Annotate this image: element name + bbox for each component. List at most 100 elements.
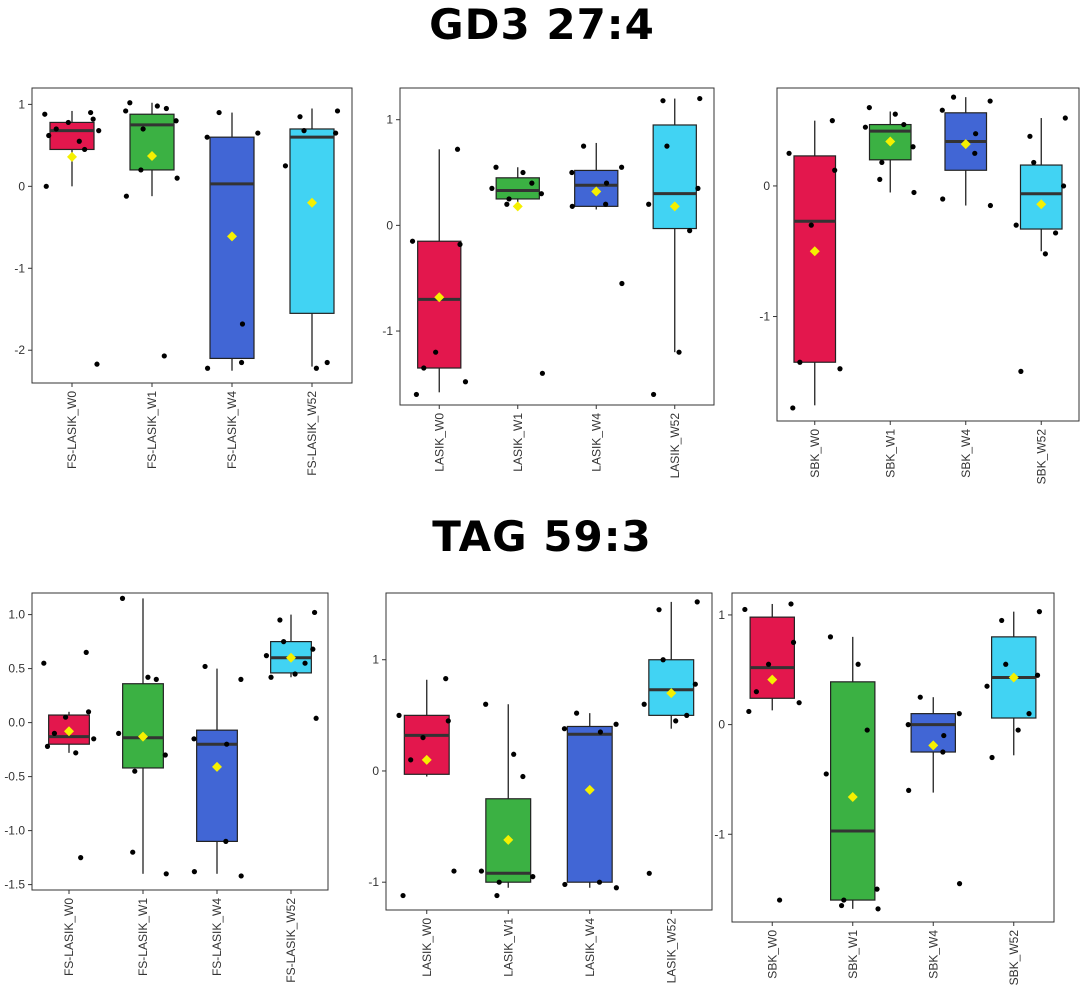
data-point: [409, 238, 416, 244]
data-point: [989, 754, 995, 761]
data-point: [687, 228, 693, 234]
y-tick-label: 1: [718, 608, 725, 622]
data-point: [788, 601, 794, 607]
boxplot-tag-fs-lasik: 1.0 0.5 0.0 -0.5 -1.0 -1.5 FS-LASIK_W0 FS-LASIK…: [4, 592, 329, 983]
data-point: [445, 718, 451, 724]
data-point: [1036, 609, 1043, 615]
x-tick-label: FS-LASIK_W4: [225, 391, 239, 469]
data-point: [1042, 251, 1048, 257]
data-point: [866, 104, 872, 111]
data-point: [462, 379, 469, 385]
mean-marker: [885, 136, 896, 147]
data-point: [808, 222, 814, 228]
data-point: [65, 119, 71, 126]
data-point: [302, 660, 308, 666]
x-tick-label: SBK_W0: [765, 930, 779, 979]
data-point: [999, 617, 1005, 624]
y-tick-label: -1: [14, 261, 25, 275]
box-fs-lasik_w0: [42, 109, 102, 367]
x-tick-label: FS-LASIK_W1: [145, 391, 159, 469]
mean-marker: [1036, 199, 1047, 210]
data-point: [494, 892, 500, 899]
data-point: [400, 892, 406, 899]
box-iqr: [289, 128, 335, 314]
boxplot-gd3-sbk: 0 -1 SBK_W0 SBK_W1 SBK_W4 SBK_W52: [759, 87, 1080, 484]
data-point: [656, 607, 662, 613]
data-point: [478, 868, 485, 874]
y-tick-label: 0: [372, 764, 379, 778]
data-point: [956, 711, 962, 717]
data-point: [539, 370, 546, 376]
box-fs-lasik_w0: [41, 649, 97, 861]
data-point: [46, 132, 52, 139]
mean-marker: [286, 652, 296, 663]
data-point: [597, 729, 604, 735]
data-point: [313, 365, 319, 371]
data-point: [697, 95, 703, 102]
data-point: [116, 730, 122, 736]
data-point: [901, 121, 907, 128]
data-point: [1013, 222, 1019, 228]
box-lasik_w4: [569, 142, 625, 287]
data-point: [941, 732, 947, 739]
data-point: [119, 595, 126, 601]
data-point: [664, 143, 670, 149]
x-tick-label: LASIK_W1: [511, 413, 525, 472]
data-point: [596, 879, 603, 885]
x-tick-label: FS-LASIK_W0: [62, 898, 76, 976]
data-point: [451, 868, 457, 874]
x-tick-label: FS-LASIK_W52: [284, 898, 298, 983]
section-title-gd3: GD3 27:4: [429, 0, 655, 49]
mean-marker: [64, 726, 74, 737]
mean-marker: [847, 791, 858, 802]
data-point: [911, 189, 917, 196]
data-point: [520, 773, 526, 780]
data-point: [569, 203, 575, 209]
mean-marker: [67, 151, 77, 162]
data-point: [694, 599, 700, 605]
data-point: [987, 98, 993, 104]
data-point: [695, 185, 701, 191]
data-point: [51, 730, 58, 736]
mean-marker: [212, 761, 222, 772]
x-tick-label: LASIK_W0: [420, 918, 434, 977]
data-point: [223, 838, 229, 844]
x-tick-label: SBK_W1: [883, 429, 897, 478]
y-tick-label: -1.0: [4, 824, 25, 838]
data-point: [506, 196, 512, 202]
data-point: [53, 126, 59, 132]
data-point: [1060, 183, 1067, 189]
data-point: [613, 721, 619, 727]
data-point: [88, 109, 94, 116]
data-point: [263, 653, 270, 659]
x-tick-label: LASIK_W4: [583, 918, 597, 977]
data-point: [879, 159, 885, 166]
data-point: [573, 710, 580, 716]
mean-marker: [227, 231, 237, 242]
data-point: [790, 405, 796, 411]
box-fs-lasik_w4: [204, 109, 261, 371]
data-point: [301, 128, 307, 134]
box-sbk_w0: [786, 118, 843, 411]
data-point: [239, 321, 246, 327]
data-point: [202, 663, 208, 670]
data-point: [864, 727, 870, 733]
data-point: [892, 111, 898, 117]
data-point: [420, 734, 426, 741]
y-tick-label: 0: [18, 179, 25, 193]
data-point: [692, 681, 698, 687]
box-lasik_w0: [396, 676, 457, 899]
y-tick-label: 1: [18, 97, 25, 111]
data-point: [268, 674, 274, 680]
data-point: [1052, 230, 1059, 236]
boxplot-gd3-lasik: 1 0 -1 LASIK_W0 LASIK_W1 LASIK_W4 LASIK_W52: [382, 87, 715, 478]
y-tick-label: 0.5: [8, 662, 25, 676]
data-point: [297, 114, 303, 120]
data-point: [483, 701, 489, 707]
mean-marker: [584, 784, 595, 795]
data-point: [917, 694, 923, 700]
data-point: [841, 897, 847, 903]
box-iqr: [495, 177, 540, 200]
data-point: [910, 144, 916, 150]
mean-marker: [307, 197, 317, 208]
